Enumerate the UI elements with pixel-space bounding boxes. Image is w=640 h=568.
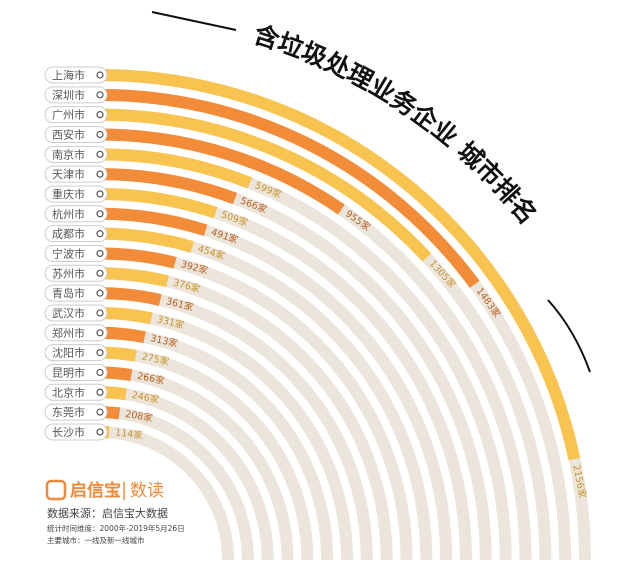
decor-line: [151, 11, 237, 31]
city-chip: [44, 66, 108, 84]
city-chip: [44, 86, 108, 104]
chip-dot: [96, 289, 104, 297]
city-label: 天津市: [52, 167, 85, 181]
value-label: 208家: [124, 408, 154, 425]
city-label: 沈阳市: [52, 346, 85, 360]
brand-name: 启信宝: [70, 480, 121, 501]
track: [95, 346, 314, 561]
brand-section: 数读: [130, 481, 164, 501]
city-chip: [44, 185, 108, 203]
city-label: 东莞市: [52, 405, 85, 419]
city-label: 宁波市: [52, 246, 85, 260]
city-chip: [44, 403, 108, 421]
chip-dot: [96, 210, 104, 218]
city-chip: [44, 225, 108, 243]
city-chip: [44, 145, 108, 163]
track: [95, 425, 235, 561]
city-chip: [44, 244, 108, 262]
value-label: 566家: [239, 195, 270, 216]
source: 数据来源：启信宝大数据: [47, 506, 168, 520]
chip-dot: [96, 130, 104, 139]
note: 主要城市：一线及新一线城市: [47, 535, 145, 545]
bar: [95, 69, 581, 461]
decor-line: [547, 299, 591, 373]
city-label: 昆明市: [52, 365, 85, 379]
chip-dot: [96, 111, 104, 119]
bar: [95, 128, 345, 215]
city-label: 北京市: [52, 385, 85, 399]
track: [95, 366, 294, 561]
chip-dot: [96, 428, 104, 436]
city-label: 广州市: [52, 108, 85, 122]
chip-dot: [96, 388, 104, 396]
city-label: 西安市: [52, 127, 85, 141]
city-label: 深圳市: [52, 88, 85, 102]
city-label: 郑州市: [52, 326, 85, 340]
bar: [95, 108, 432, 262]
city-label: 青岛市: [52, 286, 85, 300]
city-chip: [44, 205, 108, 223]
chip-dot: [96, 408, 104, 416]
city-label: 武汉市: [52, 306, 85, 320]
city-chip: [44, 106, 108, 124]
city-label: 长沙市: [52, 425, 85, 439]
value-label: 266家: [136, 370, 166, 387]
city-chip: [44, 125, 108, 143]
bar: [95, 227, 194, 253]
bar: [95, 207, 208, 237]
city-label: 杭州市: [52, 207, 85, 221]
track: [95, 406, 254, 561]
value-label: 114家: [115, 426, 144, 441]
chip-dot: [96, 91, 104, 99]
city-chip: [44, 363, 108, 381]
bar: [95, 88, 480, 288]
city-chip: [44, 165, 108, 183]
city-label: 上海市: [52, 68, 85, 82]
value-label: 275家: [141, 350, 171, 367]
chip-dot: [96, 150, 104, 158]
chip-dot: [96, 170, 104, 178]
city-chip: [44, 304, 108, 322]
city-label: 苏州市: [52, 266, 85, 280]
chip-dot: [96, 230, 104, 238]
city-label: 成都市: [52, 227, 85, 241]
chip-dot: [96, 309, 104, 317]
chip-dot: [96, 368, 104, 377]
value-label: 246家: [131, 389, 161, 406]
value-label: 599家: [253, 179, 284, 201]
city-chip: [44, 344, 108, 362]
city-label: 南京市: [52, 147, 85, 161]
chip-dot: [96, 71, 104, 79]
city-chip: [44, 423, 108, 441]
track: [95, 386, 274, 561]
chip-dot: [96, 349, 104, 357]
brand: 启信宝 数读: [45, 479, 164, 501]
chip-dot: [96, 269, 104, 277]
note: 统计时间维度：2000年-2019年5月26日: [47, 523, 185, 533]
city-chip: [44, 284, 108, 302]
city-chip: [44, 324, 108, 342]
city-label: 重庆市: [52, 187, 85, 201]
city-chip: [44, 264, 108, 282]
city-chip: [44, 383, 108, 401]
chip-dot: [96, 249, 104, 258]
chip-dot: [96, 190, 104, 198]
chip-dot: [96, 329, 104, 337]
